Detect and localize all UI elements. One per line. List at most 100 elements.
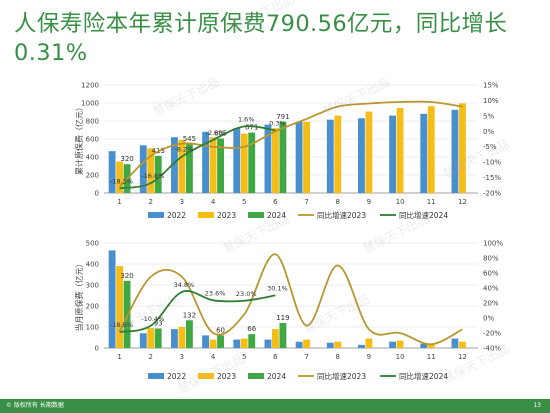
bar-2023-6 <box>271 329 279 348</box>
bar-data-label: 671 <box>245 124 258 132</box>
line-data-label: 23.6% <box>205 289 226 297</box>
y-tick-label: 600 <box>86 136 99 144</box>
bar-2022-4 <box>202 335 210 348</box>
bar-2022-11 <box>420 113 428 193</box>
bar-2022-10 <box>389 115 397 193</box>
legend-swatch-2022 <box>148 373 164 379</box>
legend-swatch-2024 <box>248 373 264 379</box>
bar-data-label: 320 <box>120 272 133 280</box>
legend-swatch-2024 <box>248 212 264 218</box>
bar-2023-1 <box>116 266 124 348</box>
bar-2023-4 <box>209 137 217 193</box>
bar-2022-5 <box>233 128 241 193</box>
line-data-label: 1.6% <box>238 115 255 123</box>
bar-data-label: 791 <box>276 113 289 121</box>
x-tick-label: 2 <box>149 353 153 361</box>
x-tick-label: 12 <box>458 198 467 206</box>
bar-2024-5 <box>248 132 256 193</box>
line-data-label: -10.4% <box>141 315 164 323</box>
line-data-label: 34.8% <box>174 281 195 289</box>
line-data-label: 23.0% <box>236 290 257 298</box>
legend-label: 同比增速2024 <box>399 371 448 381</box>
bar-2024-3 <box>185 320 193 348</box>
bar-2024-5 <box>248 334 256 348</box>
bar-data-label: 605 <box>214 130 227 138</box>
bar-2024-1 <box>123 280 131 348</box>
legend: 2022 2023 2024 同比增速2023 同比增速2024 <box>148 371 448 381</box>
y-tick-label: 0 <box>95 190 99 198</box>
bar-2023-11 <box>427 106 435 193</box>
bar-2023-5 <box>240 133 248 193</box>
bar-data-label: 119 <box>276 314 289 322</box>
legend-label: 2023 <box>217 372 236 381</box>
bar-2022-12 <box>451 109 459 193</box>
legend: 2022 2023 2024 同比增速2023 同比增速2024 <box>148 210 448 220</box>
bar-2022-11 <box>420 343 428 348</box>
legend-swatch-2023 <box>198 212 214 218</box>
bar-2022-2 <box>139 333 147 348</box>
x-tick-label: 11 <box>427 353 436 361</box>
bar-2022-3 <box>171 329 178 348</box>
line-同比增速2023 <box>118 253 463 346</box>
legend-swatch-2023 <box>198 373 214 379</box>
bar-2022-7 <box>295 341 303 348</box>
line-data-label: -8.2% <box>174 146 193 154</box>
legend-label: 2022 <box>167 211 186 220</box>
bar-2022-1 <box>108 151 116 193</box>
bar-2022-7 <box>295 121 303 193</box>
bar-2024-4 <box>217 335 224 348</box>
bar-2023-5 <box>240 338 248 348</box>
y-tick-label: 300 <box>86 282 99 290</box>
y-tick-label: 500 <box>86 240 99 248</box>
bar-2023-7 <box>303 339 311 348</box>
bar-data-label: 60 <box>216 326 225 334</box>
bar-2022-8 <box>326 119 334 193</box>
bar-data-label: 132 <box>183 311 196 319</box>
bar-2024-2 <box>154 328 162 348</box>
y2-tick-label: 10% <box>483 97 499 105</box>
x-tick-label: 1 <box>117 198 121 206</box>
y2-tick-label: 0% <box>483 128 494 136</box>
line-data-label: -18.5% <box>110 321 133 329</box>
x-tick-label: 5 <box>242 198 246 206</box>
y-axis-label: 当月原保费（亿元） <box>74 260 84 332</box>
bar-2022-8 <box>326 342 334 348</box>
page-title: 人保寿险本年累计原保费790.56亿元，同比增长0.31% <box>14 11 508 66</box>
y-tick-label: 1000 <box>81 100 99 108</box>
x-tick-label: 12 <box>458 353 467 361</box>
y2-tick-label: -15% <box>483 174 501 182</box>
line-同比增速2023 <box>118 100 463 188</box>
y2-tick-label: 20% <box>483 300 499 308</box>
bar-2022-1 <box>108 250 116 348</box>
bar-2023-12 <box>458 103 466 193</box>
bar-data-label: 93 <box>154 319 163 327</box>
x-tick-label: 3 <box>180 353 184 361</box>
x-tick-label: 2 <box>149 198 153 206</box>
x-tick-label: 6 <box>273 198 278 206</box>
bar-2023-8 <box>334 115 342 193</box>
bar-data-label: 320 <box>120 155 133 163</box>
x-tick-label: 8 <box>336 353 340 361</box>
legend-label: 2023 <box>217 211 236 220</box>
bar-2023-9 <box>365 111 373 193</box>
bar-2023-3 <box>178 327 186 348</box>
bar-2022-12 <box>451 338 459 348</box>
y-tick-label: 200 <box>86 303 99 311</box>
line-同比增速2024 <box>119 290 276 333</box>
bar-2022-2 <box>139 145 147 193</box>
bar-2024-6 <box>279 323 287 348</box>
y2-tick-label: -40% <box>483 345 501 353</box>
x-tick-label: 3 <box>180 198 184 206</box>
bar-2023-3 <box>178 139 186 193</box>
bar-data-label: 545 <box>183 135 196 143</box>
bar-2023-10 <box>396 107 404 193</box>
x-tick-label: 9 <box>367 198 371 206</box>
x-tick-label: 5 <box>242 353 246 361</box>
y-axis-label: 累计原保费（亿元） <box>74 103 84 175</box>
x-tick-label: 7 <box>304 198 308 206</box>
legend-label: 2022 <box>167 372 186 381</box>
y2-tick-label: -20% <box>483 330 501 338</box>
y2-tick-label: 60% <box>483 270 499 278</box>
y2-tick-label: -20% <box>483 190 501 198</box>
